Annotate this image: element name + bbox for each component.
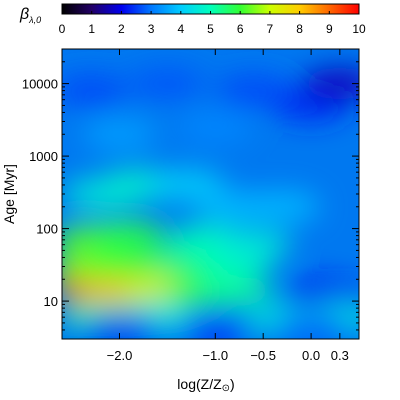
colorbar-tick-label: 9 [326, 22, 333, 36]
colorbar-tick-label: 5 [207, 22, 214, 36]
heatmap-cell [91, 245, 168, 278]
colorbar-tick-label: 2 [118, 22, 125, 36]
heatmap-cell [177, 315, 254, 339]
heatmap-cell [215, 74, 292, 107]
heatmap-cell [301, 67, 359, 100]
y-tick-label: 10000 [22, 77, 58, 92]
y-tick-label: 100 [36, 222, 58, 237]
x-tick-label: −0.5 [250, 348, 276, 363]
heatmap-cell [91, 219, 168, 252]
colorbar-tick-label: 8 [296, 22, 303, 36]
heatmap-cell [81, 118, 158, 151]
colorbar: βλ,0 0 1 2 3 4 5 6 7 8 9 10 [19, 3, 366, 36]
heatmap-cell [273, 313, 350, 339]
colorbar-tick-label: 6 [237, 22, 244, 36]
heatmap-cell [196, 274, 273, 307]
heatmap-cell [244, 190, 321, 223]
colorbar-tick-label: 4 [177, 22, 184, 36]
colorbar-tick-label: 10 [352, 22, 366, 36]
heatmap-cell [62, 74, 129, 107]
heatmap-cell [215, 228, 292, 261]
x-tick-label: −2.0 [107, 348, 133, 363]
colorbar-ticks: 0 1 2 3 4 5 6 7 8 9 10 [59, 11, 366, 36]
x-tick-label: 0.3 [331, 348, 349, 363]
y-axis-label: Age [Myr] [1, 164, 17, 224]
heatmap-cell [177, 111, 254, 144]
plot-area: −2.0 −1.0 −0.5 0.0 0.3 10 100 1000 10000 [22, 48, 360, 363]
x-axis-label: log(Z/Z⊙) [177, 376, 234, 394]
heatmap-cell [148, 168, 225, 201]
heatmap-cell [129, 67, 206, 100]
colorbar-tick-label: 1 [88, 22, 95, 36]
colorbar-title: βλ,0 [19, 6, 41, 25]
colorbar-tick-label: 0 [59, 22, 66, 36]
x-tick-label: −1.0 [202, 348, 228, 363]
x-axis-ticks: −2.0 −1.0 −0.5 0.0 0.3 [107, 49, 349, 363]
y-tick-label: 10 [44, 294, 58, 309]
heatmap-regions [62, 67, 359, 339]
heatmap-cell [81, 313, 158, 339]
y-tick-label: 1000 [29, 149, 58, 164]
colorbar-tick-label: 3 [148, 22, 155, 36]
x-tick-label: 0.0 [302, 348, 320, 363]
y-axis-ticks: 10 100 1000 10000 [22, 48, 359, 340]
colorbar-tick-label: 7 [267, 22, 274, 36]
